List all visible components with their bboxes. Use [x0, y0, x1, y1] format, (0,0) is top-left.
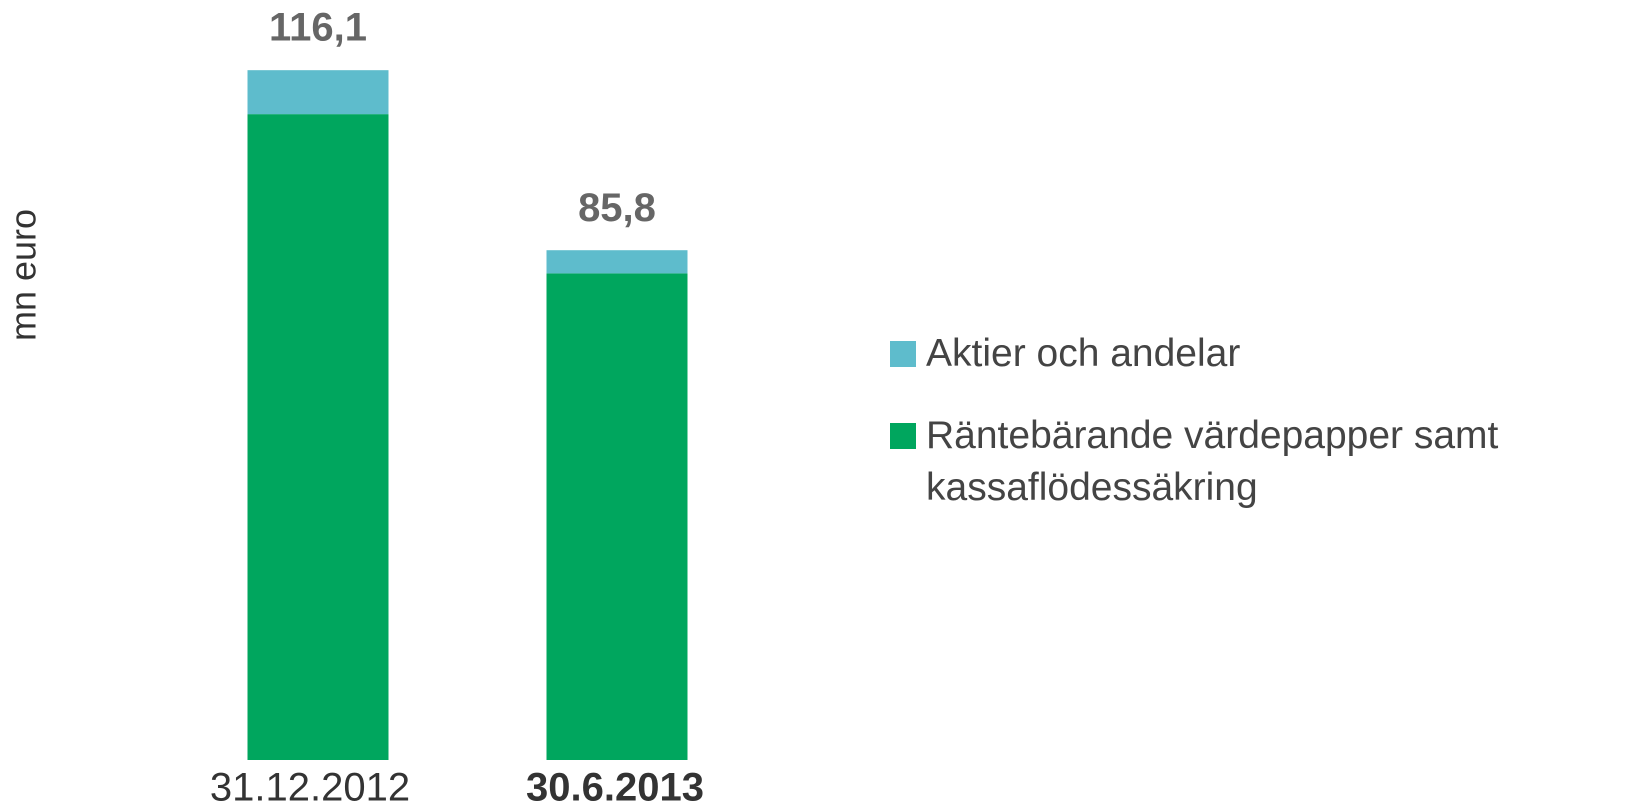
y-axis-label: mn euro — [3, 209, 44, 341]
bar-segment — [546, 250, 688, 274]
total-label: 85,8 — [578, 186, 656, 230]
x-tick-label: 31.12.2012 — [210, 766, 410, 807]
bar-segment — [247, 70, 389, 115]
bar-segment — [546, 273, 688, 760]
legend-item: Räntebärande värdepapper samt kassaflöde… — [890, 410, 1640, 514]
bar-segment — [247, 114, 389, 761]
x-tick-label: 30.6.2013 — [526, 766, 704, 807]
legend-item: Aktier och andelar — [890, 328, 1640, 380]
legend-swatch — [890, 341, 916, 367]
total-label: 116,1 — [269, 6, 367, 50]
legend-swatch — [890, 423, 916, 449]
legend-label: Räntebärande värdepapper samt kassaflöde… — [926, 414, 1499, 509]
legend: Aktier och andelar Räntebärande värdepapp… — [890, 328, 1640, 544]
legend-label: Aktier och andelar — [926, 332, 1241, 375]
